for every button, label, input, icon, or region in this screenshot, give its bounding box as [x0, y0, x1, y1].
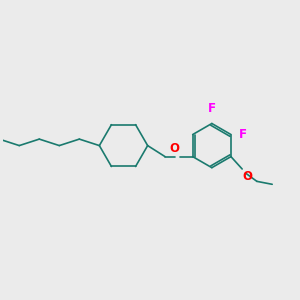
Text: F: F — [239, 128, 247, 141]
Text: F: F — [208, 102, 216, 115]
Text: O: O — [169, 142, 179, 155]
Text: O: O — [243, 170, 253, 183]
